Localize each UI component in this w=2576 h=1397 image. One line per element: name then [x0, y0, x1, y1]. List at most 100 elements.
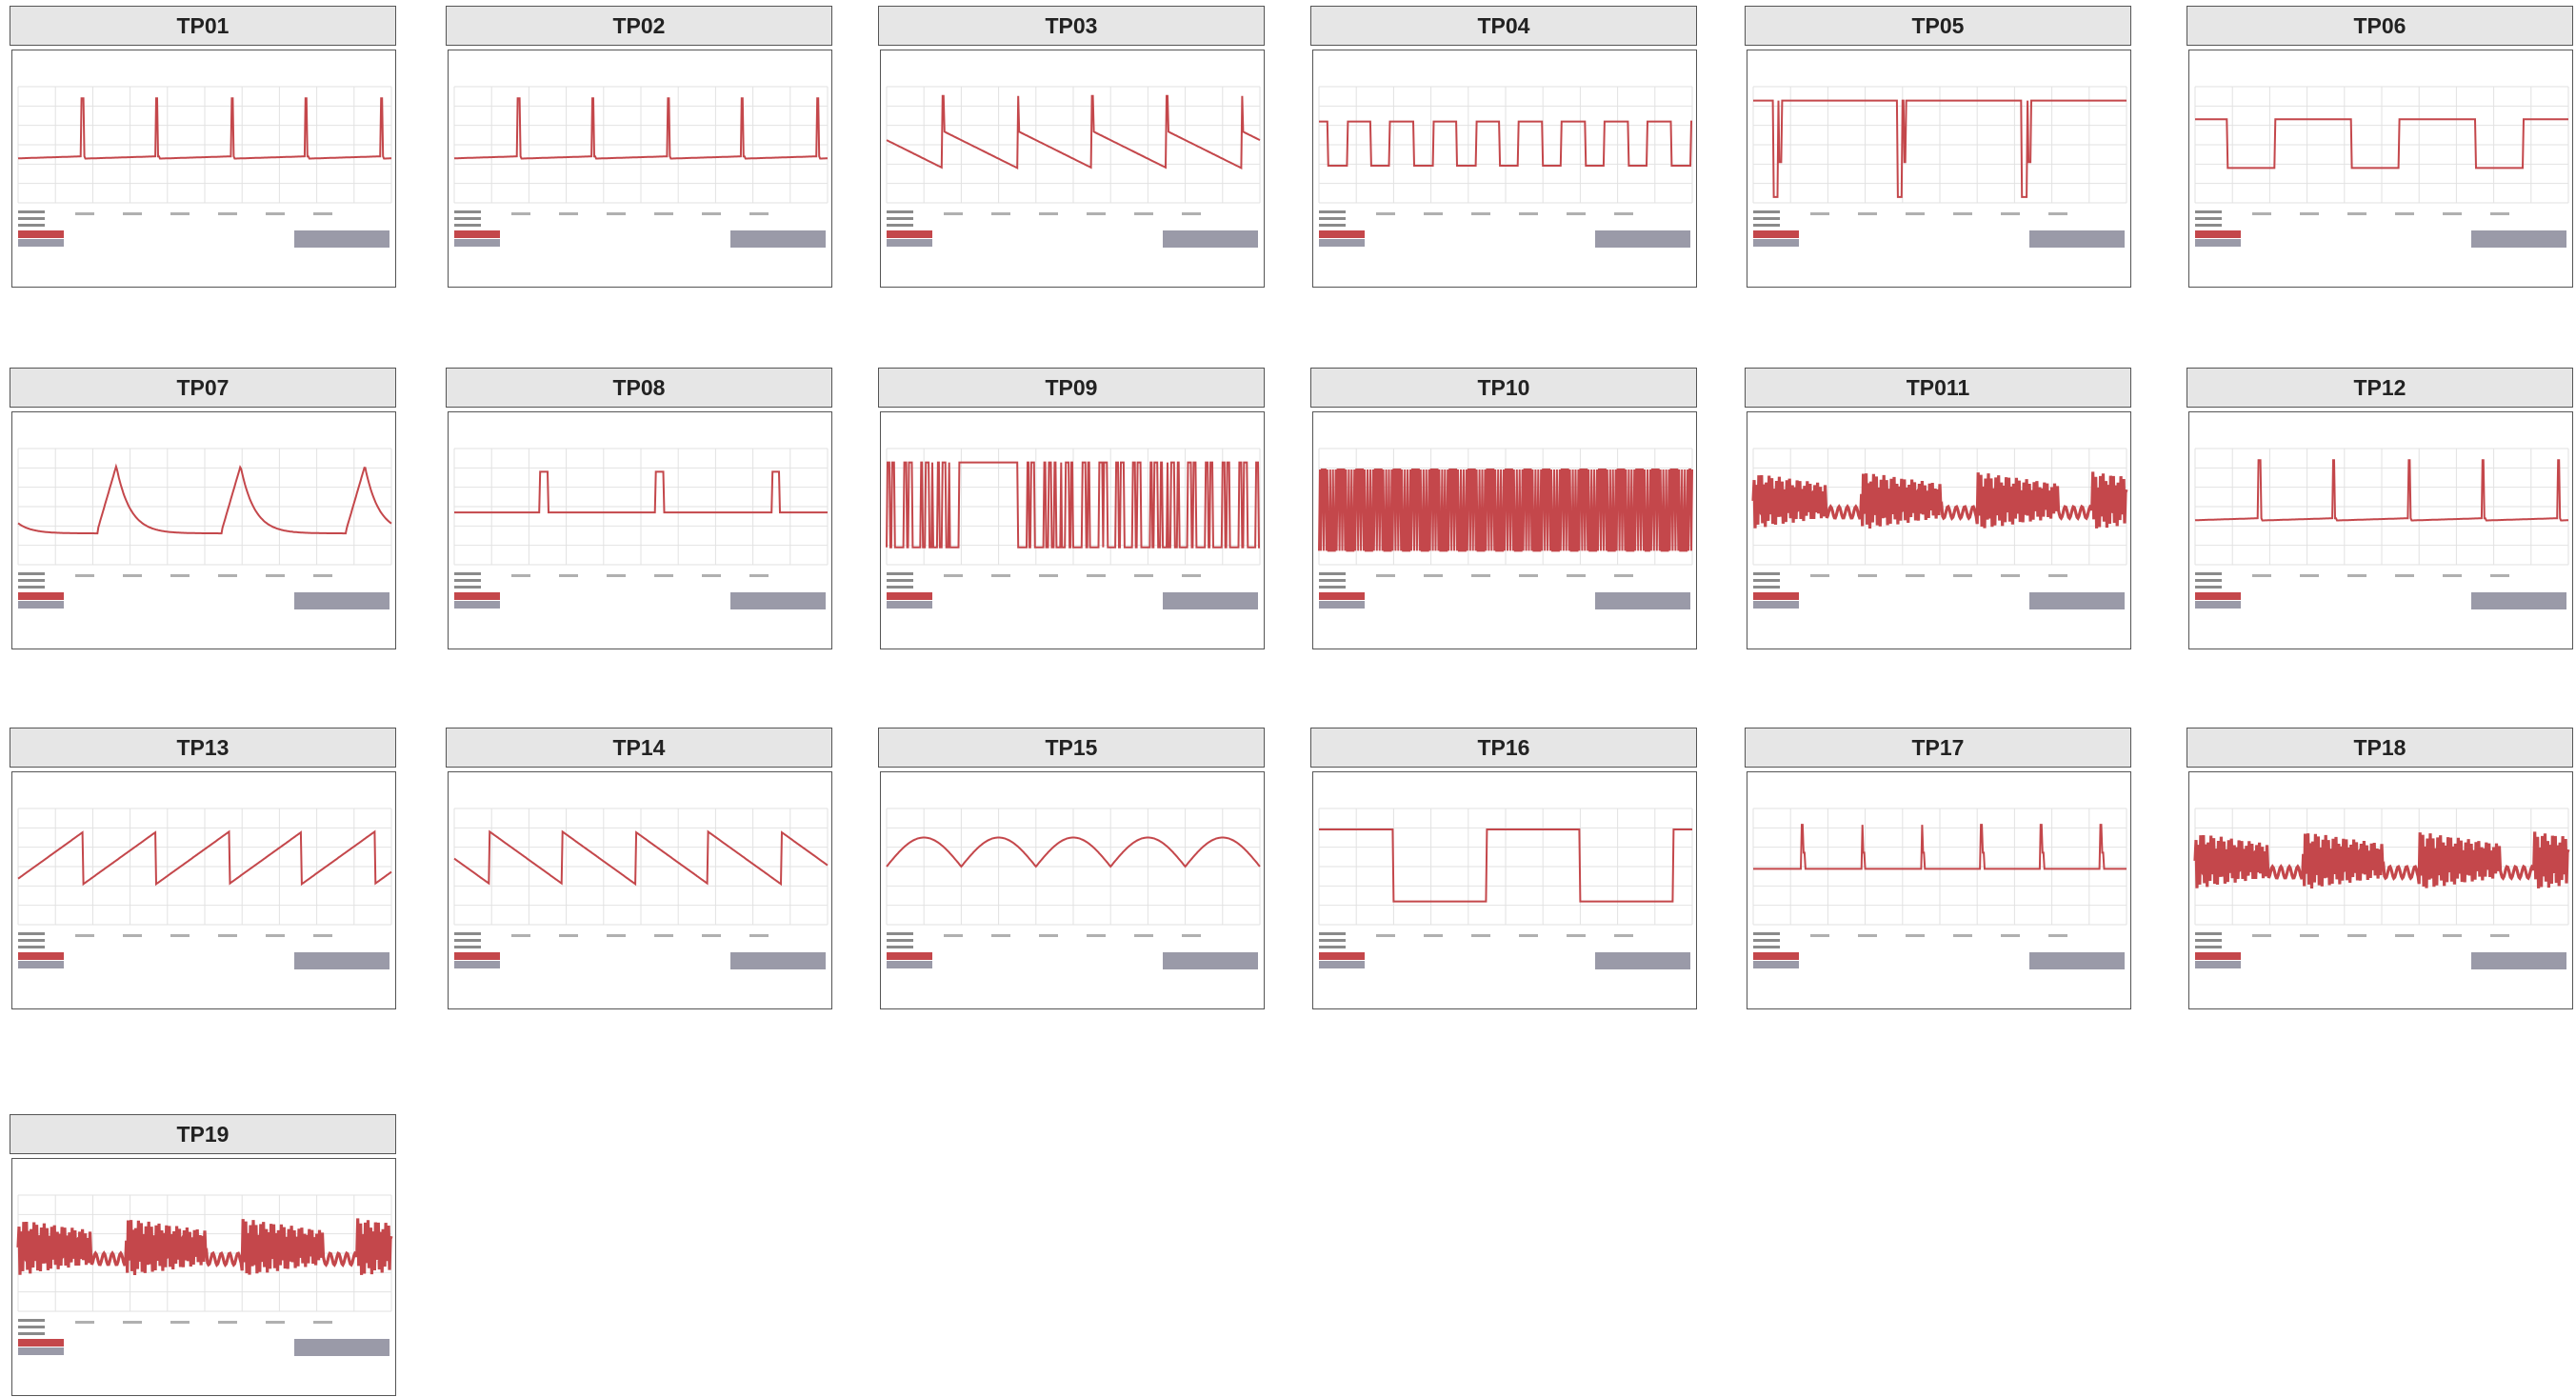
scope-readout — [2195, 932, 2566, 969]
scope-panel-tp09: TP09 — [878, 368, 1265, 649]
waveform-plot — [886, 808, 1261, 969]
scope-readout — [1753, 932, 2125, 969]
waveform-trace — [16, 1218, 393, 1276]
scope-panel-tp10: TP10 — [1310, 368, 1697, 649]
scope-readout — [454, 210, 826, 248]
scope-panel-tp14: TP14 — [446, 728, 832, 1009]
scope-readout — [1753, 210, 2125, 248]
scope-readout — [887, 932, 1258, 969]
scope-readout — [18, 572, 389, 609]
scope-grid — [453, 86, 829, 204]
scope-grid — [1318, 808, 1693, 926]
waveform-trace — [1319, 120, 1692, 167]
scope-grid — [1752, 86, 2127, 204]
waveform-plot — [17, 808, 392, 969]
waveform-trace — [2195, 118, 2568, 170]
waveform-trace — [453, 97, 828, 160]
scope-panel-tp02: TP02 — [446, 6, 832, 288]
waveform-trace — [886, 461, 1260, 549]
oscilloscope-capture — [11, 50, 396, 288]
oscilloscope-capture — [1747, 50, 2131, 288]
panel-title: TP10 — [1310, 368, 1697, 408]
oscilloscope-capture — [448, 411, 832, 649]
scope-panel-tp01: TP01 — [10, 6, 396, 288]
panel-title: TP02 — [446, 6, 832, 46]
oscilloscope-capture — [880, 411, 1265, 649]
scope-panel-tp011: TP011 — [1745, 368, 2131, 649]
waveform-trace — [1751, 471, 2128, 529]
scope-panel-tp15: TP15 — [878, 728, 1265, 1009]
scope-readout — [18, 1319, 389, 1356]
oscilloscope-capture — [1312, 50, 1697, 288]
scope-readout — [2195, 572, 2566, 609]
panel-title: TP19 — [10, 1114, 396, 1154]
scope-panel-tp05: TP05 — [1745, 6, 2131, 288]
oscilloscope-capture — [1312, 771, 1697, 1009]
scope-readout — [887, 572, 1258, 609]
oscilloscope-capture — [11, 1158, 396, 1396]
panel-title: TP09 — [878, 368, 1265, 408]
scope-readout — [1753, 572, 2125, 609]
scope-panel-tp17: TP17 — [1745, 728, 2131, 1009]
waveform-plot — [1752, 86, 2127, 248]
waveform-trace — [1319, 828, 1692, 903]
scope-grid — [17, 448, 392, 566]
waveform-plot — [17, 86, 392, 248]
waveform-trace — [454, 470, 828, 514]
scope-grid — [453, 448, 829, 566]
waveform-plot — [16, 1194, 393, 1356]
scope-panel-tp03: TP03 — [878, 6, 1265, 288]
panel-title: TP01 — [10, 6, 396, 46]
oscilloscope-capture — [1312, 411, 1697, 649]
oscilloscope-capture — [880, 50, 1265, 288]
panel-title: TP04 — [1310, 6, 1697, 46]
scope-grid — [17, 86, 392, 204]
oscilloscope-capture — [448, 771, 832, 1009]
scope-panel-tp18: TP18 — [2187, 728, 2573, 1009]
scope-grid — [2194, 86, 2569, 204]
scope-panel-tp07: TP07 — [10, 368, 396, 649]
panel-title: TP06 — [2187, 6, 2573, 46]
panel-title: TP011 — [1745, 368, 2131, 408]
oscilloscope-capture — [2188, 771, 2573, 1009]
scope-readout — [18, 210, 389, 248]
waveform-trace — [2194, 459, 2568, 522]
panel-title: TP03 — [878, 6, 1265, 46]
panel-title: TP15 — [878, 728, 1265, 768]
panel-title: TP16 — [1310, 728, 1697, 768]
oscilloscope-capture — [448, 50, 832, 288]
panel-title: TP08 — [446, 368, 832, 408]
scope-panel-tp16: TP16 — [1310, 728, 1697, 1009]
oscilloscope-capture — [880, 771, 1265, 1009]
panel-title: TP05 — [1745, 6, 2131, 46]
waveform-trace — [1318, 469, 1693, 552]
waveform-plot — [1752, 808, 2127, 969]
panel-title: TP07 — [10, 368, 396, 408]
scope-panel-tp08: TP08 — [446, 368, 832, 649]
waveform-trace — [17, 97, 391, 160]
oscilloscope-capture — [11, 411, 396, 649]
scope-panel-tp06: TP06 — [2187, 6, 2573, 288]
waveform-plot — [17, 448, 392, 609]
scope-grid — [2194, 448, 2569, 566]
waveform-plot — [2194, 448, 2569, 609]
scope-readout — [18, 932, 389, 969]
oscilloscope-capture — [2188, 411, 2573, 649]
scope-readout — [1319, 572, 1690, 609]
waveform-trace — [453, 829, 829, 887]
waveform-plot — [886, 448, 1261, 609]
waveform-trace — [1753, 824, 2127, 870]
waveform-trace — [2193, 831, 2570, 889]
scope-readout — [887, 210, 1258, 248]
scope-grid — [886, 86, 1261, 204]
panel-title: TP13 — [10, 728, 396, 768]
waveform-plot — [2194, 86, 2569, 248]
panel-title: TP14 — [446, 728, 832, 768]
waveform-plot — [453, 808, 829, 969]
waveform-plot — [2193, 808, 2570, 969]
oscilloscope-capture — [1747, 411, 2131, 649]
scope-panel-tp12: TP12 — [2187, 368, 2573, 649]
waveform-plot — [453, 448, 829, 609]
panel-title: TP18 — [2187, 728, 2573, 768]
scope-readout — [1319, 932, 1690, 969]
